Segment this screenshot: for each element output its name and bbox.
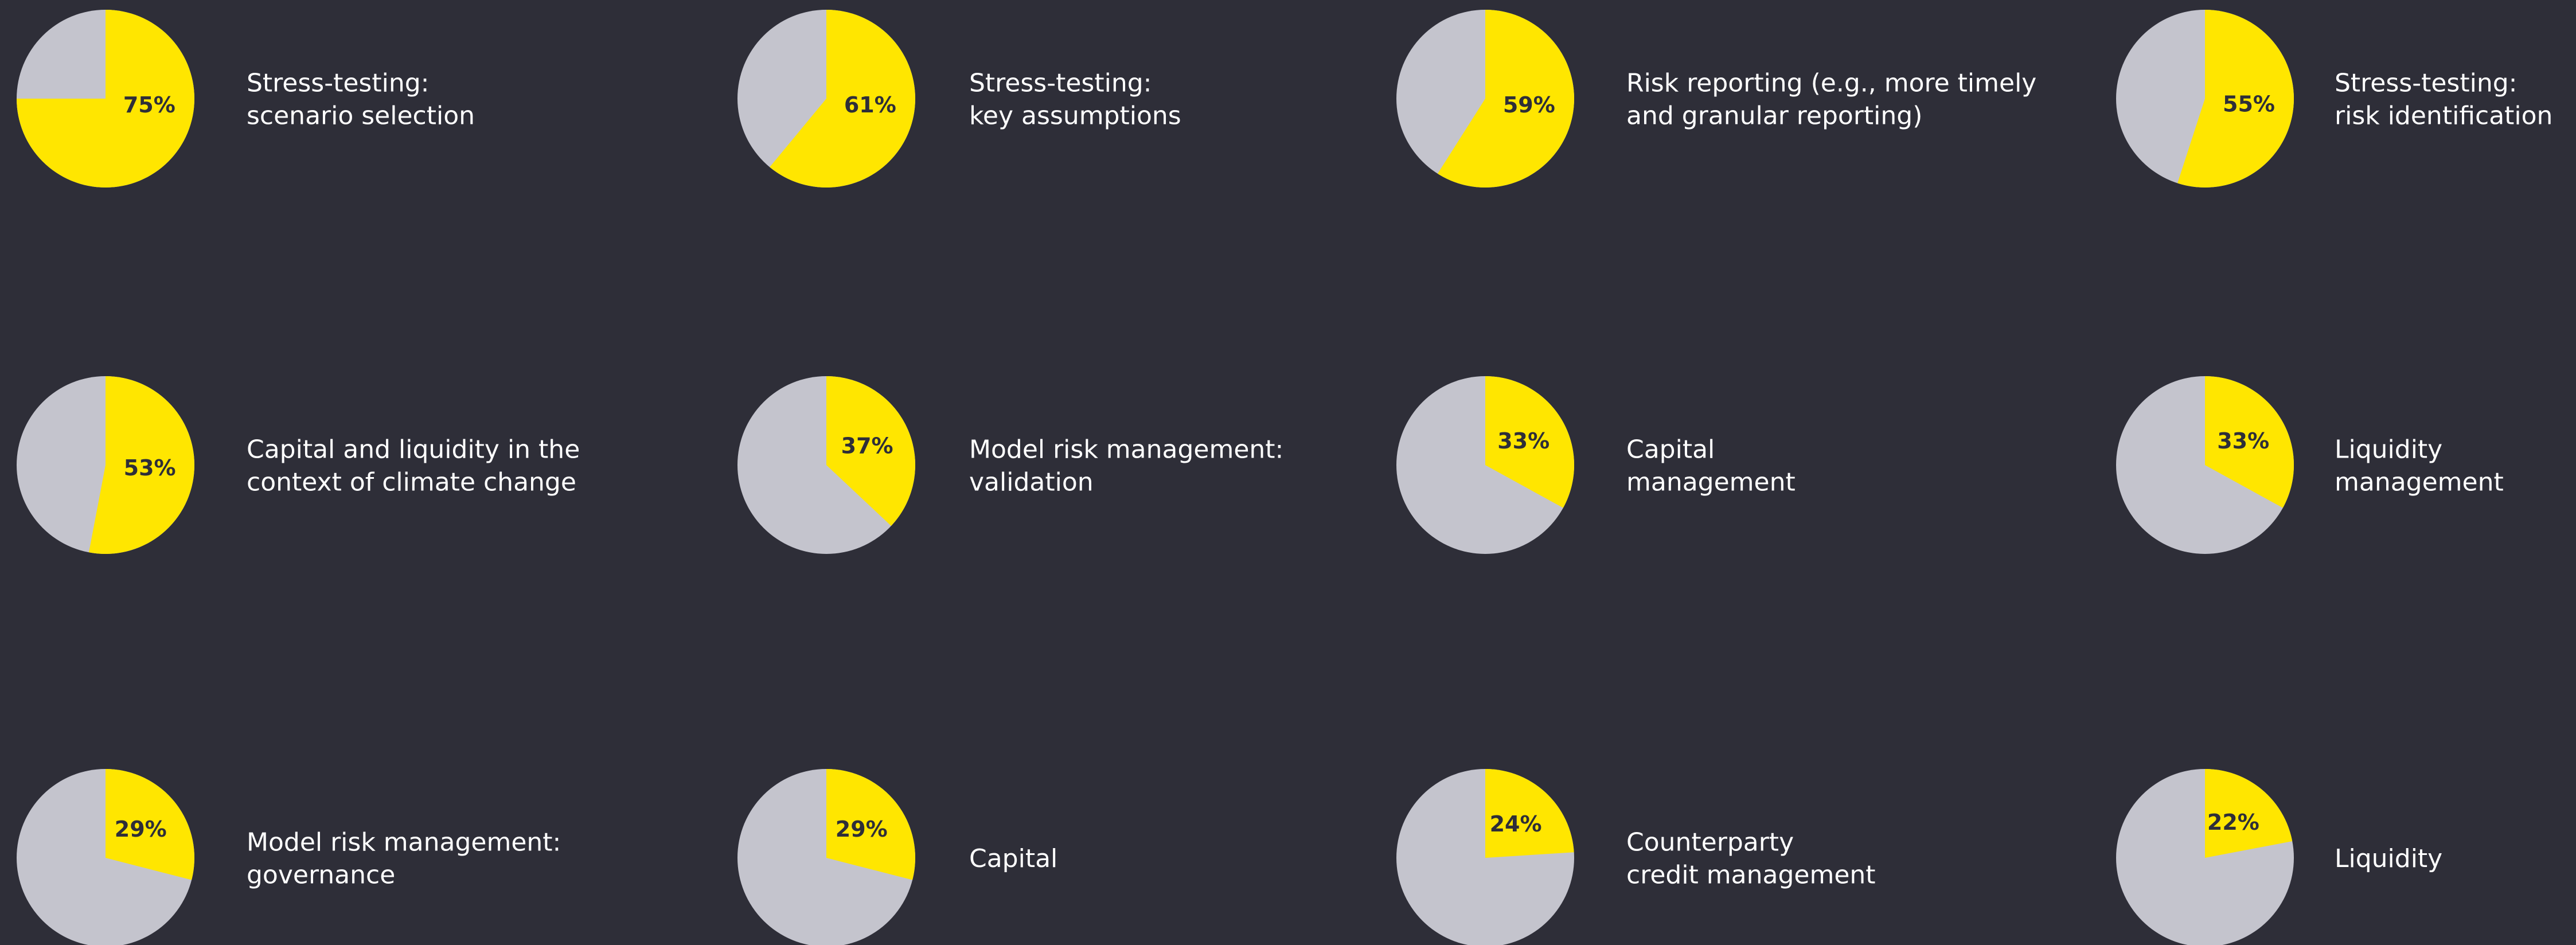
pie-title: scenario selection <box>247 101 475 131</box>
pie-title: Capital <box>1626 435 1715 464</box>
pie-title: Liquidity <box>2335 844 2442 873</box>
data-label: 24% <box>1490 811 1542 837</box>
pie-title: Model risk management: <box>969 435 1283 464</box>
pie-slice <box>106 769 194 880</box>
pie-title: Liquidity <box>2335 435 2442 464</box>
pie-slice <box>826 376 916 526</box>
pie-title: credit management <box>1626 861 1876 890</box>
pie-slice <box>17 10 194 188</box>
pie-title: management <box>1626 468 1796 497</box>
data-label: 22% <box>2207 810 2259 835</box>
data-label: 59% <box>1503 92 1555 118</box>
data-label: 75% <box>123 92 175 118</box>
pie-slice <box>2177 10 2294 188</box>
data-label: 55% <box>2223 92 2275 117</box>
pie-title: context of climate change <box>247 468 576 497</box>
pie-slice <box>2205 376 2294 508</box>
pie-title: Capital and liquidity in the <box>247 435 580 464</box>
pie-title: validation <box>969 468 1094 497</box>
pie-title: governance <box>247 861 395 890</box>
pie-slice <box>1437 10 1574 188</box>
pie-title: key assumptions <box>969 101 1181 131</box>
pie-slice <box>770 10 915 188</box>
pie-title: Counterparty <box>1626 828 1794 857</box>
data-label: 61% <box>844 92 896 118</box>
data-label: 37% <box>841 434 893 459</box>
pie-title: risk identification <box>2335 101 2552 131</box>
pie-title: Capital <box>969 844 1057 873</box>
pie-title: Stress-testing: <box>247 69 429 98</box>
pie-title: Stress-testing: <box>2335 69 2517 98</box>
data-label: 29% <box>836 817 888 842</box>
data-label: 33% <box>2217 428 2269 454</box>
pie-slice <box>1485 376 1574 508</box>
pie-title: Risk reporting (e.g., more timely <box>1626 69 2036 98</box>
pie-slice <box>88 376 194 554</box>
data-label: 53% <box>124 455 176 481</box>
pie-title: Stress-testing: <box>969 69 1152 98</box>
data-label: 33% <box>1497 428 1549 454</box>
pie-slice <box>1485 769 1574 858</box>
pie-slice <box>2205 769 2293 858</box>
pie-title: Model risk management: <box>247 828 561 857</box>
pie-slice <box>826 769 915 880</box>
data-label: 29% <box>115 817 167 842</box>
pie-title: and granular reporting) <box>1626 101 1922 131</box>
pie-title: management <box>2335 468 2504 497</box>
